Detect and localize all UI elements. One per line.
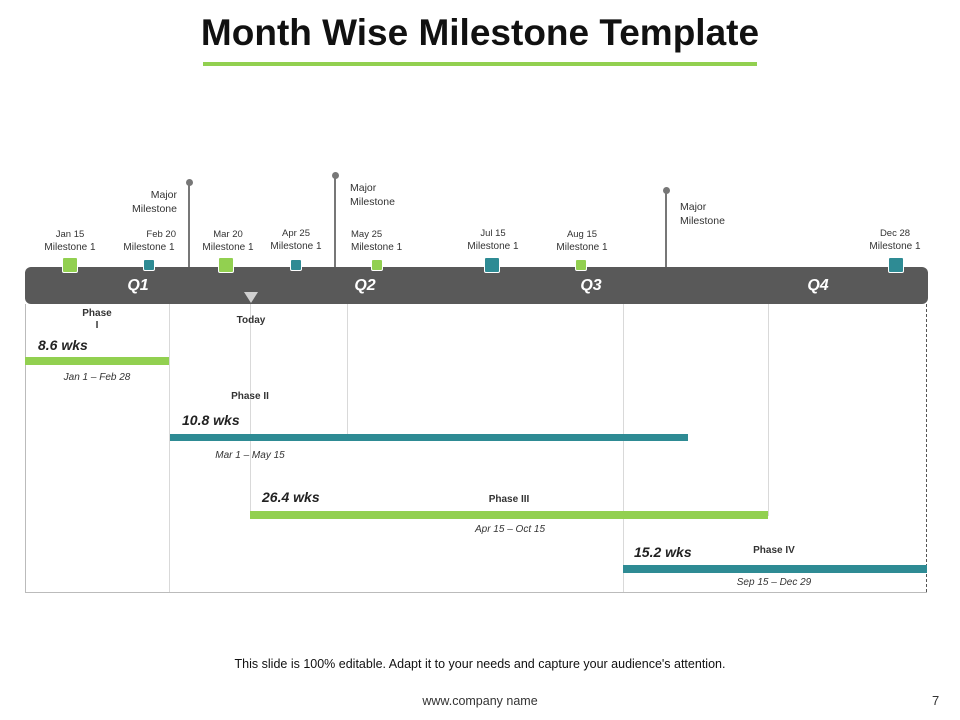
phase-range: Sep 15 – Dec 29 (736, 577, 812, 588)
major-milestone-line2: Milestone (350, 196, 395, 208)
phase-bar[interactable] (25, 357, 169, 365)
quarter-q2: Q2 (354, 277, 376, 294)
milestone-label: May 25 Milestone 1 (351, 228, 441, 254)
phase-duration: 26.4 wks (262, 489, 320, 505)
milestone-date: Mar 20 (213, 229, 243, 240)
grid-right-border (926, 304, 927, 592)
milestone-marker[interactable] (575, 259, 587, 271)
today-line (250, 304, 251, 516)
milestone-label: Jan 15 Milestone 1 (25, 228, 115, 254)
major-milestone-dot (663, 187, 670, 194)
phase-label: Phase IV (753, 545, 795, 556)
grid-bottom-border (25, 592, 927, 593)
milestone-marker[interactable] (290, 259, 302, 271)
major-milestone-dot (332, 172, 339, 179)
grid-left-border (25, 304, 26, 592)
milestone-marker[interactable] (371, 259, 383, 271)
milestone-marker[interactable] (484, 257, 500, 273)
phase-label: Phase III (488, 494, 530, 505)
milestone-name: Milestone 1 (202, 242, 254, 253)
phase-label: Phase I (82, 308, 112, 331)
major-milestone-label: Major Milestone (350, 181, 395, 209)
phase-range: Apr 15 – Oct 15 (474, 524, 546, 535)
milestone-name: Milestone 1 (556, 242, 608, 253)
phase-duration: 15.2 wks (634, 544, 692, 560)
milestone-name: Milestone 1 (123, 242, 175, 253)
milestone-name: Milestone 1 (44, 242, 96, 253)
page-title: Month Wise Milestone Template (200, 12, 760, 53)
major-milestone-line1: Major (150, 189, 177, 201)
major-milestone-line2: Milestone (680, 215, 725, 227)
grid-line (347, 304, 348, 436)
milestone-name: Milestone 1 (270, 241, 322, 252)
phase-duration: 10.8 wks (182, 412, 240, 428)
milestone-label: Aug 15 Milestone 1 (537, 228, 627, 254)
milestone-date: Feb 20 (146, 229, 176, 240)
milestone-date: Dec 28 (879, 228, 911, 239)
milestone-name: Milestone 1 (869, 241, 921, 252)
milestone-date: Apr 25 (282, 228, 310, 239)
quarter-q3: Q3 (580, 277, 602, 294)
title-underline (203, 62, 757, 66)
major-milestone-line (334, 176, 336, 268)
milestone-date: Aug 15 (566, 229, 598, 240)
major-milestone-line1: Major (680, 201, 707, 213)
page-number: 7 (932, 693, 940, 708)
milestone-name: Milestone 1 (351, 242, 403, 253)
milestone-label: Dec 28 Milestone 1 (850, 227, 940, 253)
milestone-label: Jul 15 Milestone 1 (448, 227, 538, 253)
quarter-q1: Q1 (127, 277, 149, 294)
major-milestone-dot (186, 179, 193, 186)
quarter-q4: Q4 (807, 277, 829, 294)
today-marker-icon (244, 292, 258, 303)
major-milestone-line2: Milestone (132, 203, 177, 215)
milestone-label: Mar 20 Milestone 1 (183, 228, 273, 254)
grid-line (623, 304, 624, 592)
grid-line (768, 304, 769, 516)
milestone-label: Apr 25 Milestone 1 (251, 227, 341, 253)
milestone-marker[interactable] (888, 257, 904, 273)
timeline-bar (25, 267, 928, 304)
milestone-marker[interactable] (62, 257, 78, 273)
major-milestone-label: Major Milestone (107, 188, 177, 216)
phase-bar[interactable] (250, 511, 768, 519)
major-milestone-label: Major Milestone (680, 200, 725, 228)
milestone-label: Feb 20 Milestone 1 (104, 228, 194, 254)
major-milestone-line (188, 183, 190, 268)
milestone-date: May 25 (351, 229, 383, 240)
phase-duration: 8.6 wks (38, 337, 88, 353)
major-milestone-line1: Major (350, 182, 377, 194)
milestone-date: Jan 15 (55, 229, 85, 240)
footer-website: www.company name (422, 694, 538, 708)
phase-bar[interactable] (170, 434, 688, 441)
grid-line (169, 304, 170, 592)
phase-label: Phase II (231, 391, 269, 402)
milestone-name: Milestone 1 (467, 241, 519, 252)
today-label: Today (236, 315, 266, 326)
milestone-date: Jul 15 (480, 228, 506, 239)
phase-bar[interactable] (623, 565, 927, 573)
footer-note: This slide is 100% editable. Adapt it to… (234, 657, 726, 671)
phase-range: Mar 1 – May 15 (215, 450, 285, 461)
major-milestone-line (665, 191, 667, 268)
phase-range: Jan 1 – Feb 28 (63, 372, 131, 383)
milestone-marker[interactable] (218, 257, 234, 273)
milestone-marker[interactable] (143, 259, 155, 271)
